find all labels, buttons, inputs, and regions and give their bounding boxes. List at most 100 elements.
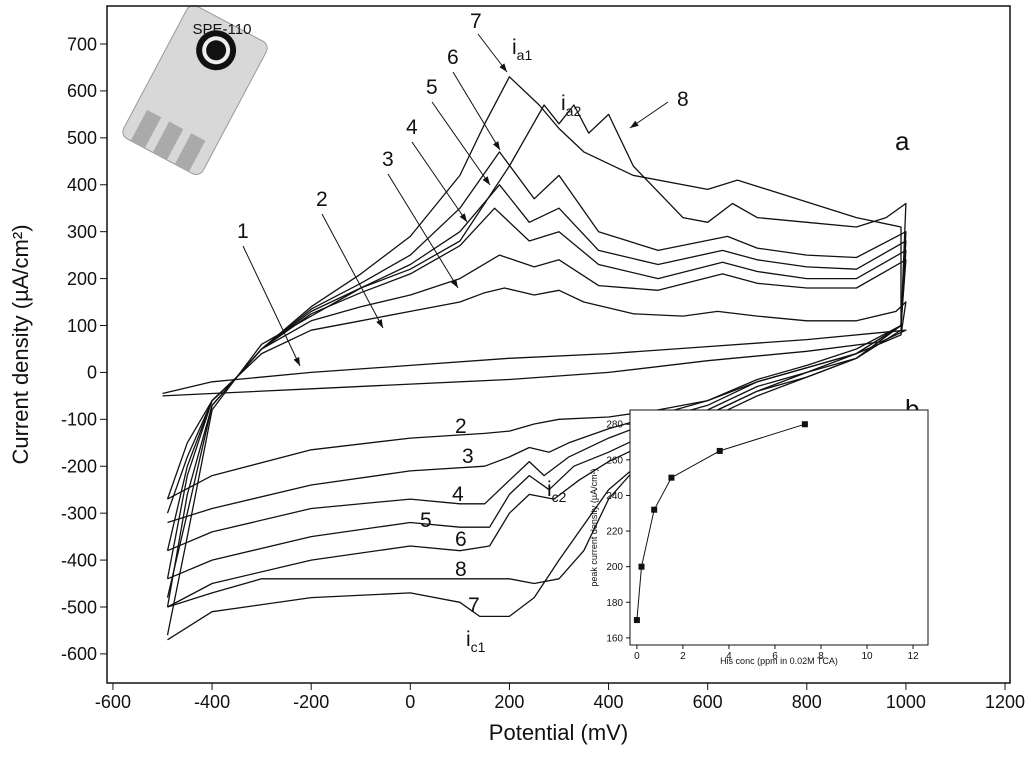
arrow-head xyxy=(450,279,458,288)
y-axis-label: Current density (µA/cm²) xyxy=(8,224,33,464)
data-line xyxy=(162,329,907,397)
annotation-text: 1 xyxy=(237,220,249,243)
annotation-subscript: a1 xyxy=(517,47,533,63)
annotation-text: i xyxy=(547,478,552,501)
electrode-center xyxy=(206,40,227,61)
annotation-subscript: c1 xyxy=(471,639,486,655)
annotation-text: i xyxy=(512,36,517,59)
annotation-text: 7 xyxy=(468,594,480,617)
x-tick-label: 0 xyxy=(405,692,415,712)
electrode-contact xyxy=(130,109,162,149)
x-tick-label: 1000 xyxy=(886,692,926,712)
y-tick-label: -200 xyxy=(61,457,97,477)
electrode-contact xyxy=(152,121,184,160)
y-tick-label: 0 xyxy=(87,363,97,383)
y-tick-label: 100 xyxy=(67,316,97,336)
arrow-head xyxy=(482,176,490,185)
y-tick-label: 300 xyxy=(67,222,97,242)
annotation: 8 xyxy=(677,88,689,111)
annotation: ia2 xyxy=(561,92,581,119)
y-tick-label: 200 xyxy=(606,562,623,573)
x-tick-label: 12 xyxy=(907,651,919,662)
x-tick-label: 400 xyxy=(594,692,624,712)
annotation-arrow xyxy=(242,245,301,367)
annotation: 1 xyxy=(237,220,249,243)
annotation: 2 xyxy=(316,188,328,211)
data-marker xyxy=(633,617,640,624)
x-tick-label: 4 xyxy=(726,651,732,662)
annotation: 5 xyxy=(426,76,438,99)
data-marker xyxy=(651,506,658,513)
inset-background xyxy=(630,410,928,645)
y-tick-label: -100 xyxy=(61,410,97,430)
arrow-head xyxy=(376,319,383,328)
y-tick-label: -400 xyxy=(61,550,97,570)
electrode-contact xyxy=(174,133,206,172)
x-tick-label: 6 xyxy=(772,651,778,662)
annotation-text: 2 xyxy=(316,188,328,211)
annotation: 2 xyxy=(455,415,467,438)
annotation-text: 3 xyxy=(382,148,394,171)
y-tick-label: 240 xyxy=(606,491,623,502)
arrow-head xyxy=(499,63,507,72)
plot-frame xyxy=(106,5,1011,684)
x-tick-label: 600 xyxy=(693,692,723,712)
annotation-text: 5 xyxy=(420,509,432,532)
y-tick-label: 200 xyxy=(67,269,97,289)
annotation-text: 5 xyxy=(426,76,438,99)
y-tick-label: -300 xyxy=(61,503,97,523)
y-tick-label: 280 xyxy=(606,420,623,431)
x-axis-label: His conc (ppm in 0.02M TCA) xyxy=(720,656,838,666)
annotation-arrow xyxy=(411,141,468,223)
data-line xyxy=(166,151,907,608)
annotation-arrow xyxy=(387,173,459,289)
annotation-text: 7 xyxy=(470,10,482,33)
annotation: 8 xyxy=(455,558,467,581)
arrow-head xyxy=(492,141,500,150)
data-marker xyxy=(801,421,808,428)
data-line xyxy=(636,423,806,621)
arrow-head xyxy=(630,120,639,128)
x-tick-label: -600 xyxy=(95,692,131,712)
image-label: SPE-110 xyxy=(193,21,252,38)
annotation: ic1 xyxy=(466,628,486,655)
annotation-text: 8 xyxy=(677,88,689,111)
annotation-subscript: c2 xyxy=(552,489,567,505)
annotation-text: i xyxy=(466,628,471,651)
annotation-arrow xyxy=(321,213,384,329)
y-tick-label: 600 xyxy=(67,81,97,101)
plot-frame xyxy=(629,409,929,646)
annotation-arrow xyxy=(452,71,501,151)
annotation-text: 6 xyxy=(447,46,459,69)
x-tick-label: -400 xyxy=(194,692,230,712)
annotation: 4 xyxy=(452,483,464,506)
arrow-head xyxy=(293,357,300,366)
annotation: 7 xyxy=(468,594,480,617)
x-tick-label: -200 xyxy=(293,692,329,712)
y-tick-label: 500 xyxy=(67,128,97,148)
annotation: 5 xyxy=(420,509,432,532)
annotation: ic2 xyxy=(547,478,567,505)
x-axis-label: Potential (mV) xyxy=(489,720,628,745)
electrode-photo xyxy=(122,4,268,176)
y-tick-label: -500 xyxy=(61,597,97,617)
x-tick-label: 8 xyxy=(818,651,824,662)
data-line xyxy=(166,287,907,500)
annotation: 6 xyxy=(455,528,467,551)
annotation: 3 xyxy=(462,445,474,468)
annotation: ia1 xyxy=(512,36,532,63)
y-tick-label: 700 xyxy=(67,34,97,54)
annotation-text: 2 xyxy=(455,415,467,438)
y-tick-label: 160 xyxy=(606,633,623,644)
data-line xyxy=(166,254,907,524)
annotation: a xyxy=(895,126,910,156)
annotation-text: 3 xyxy=(462,445,474,468)
annotation-text: 8 xyxy=(455,558,467,581)
y-tick-label: -600 xyxy=(61,644,97,664)
data-line xyxy=(166,184,907,580)
data-marker xyxy=(716,447,723,454)
y-tick-label: 400 xyxy=(67,175,97,195)
data-line xyxy=(166,207,907,552)
